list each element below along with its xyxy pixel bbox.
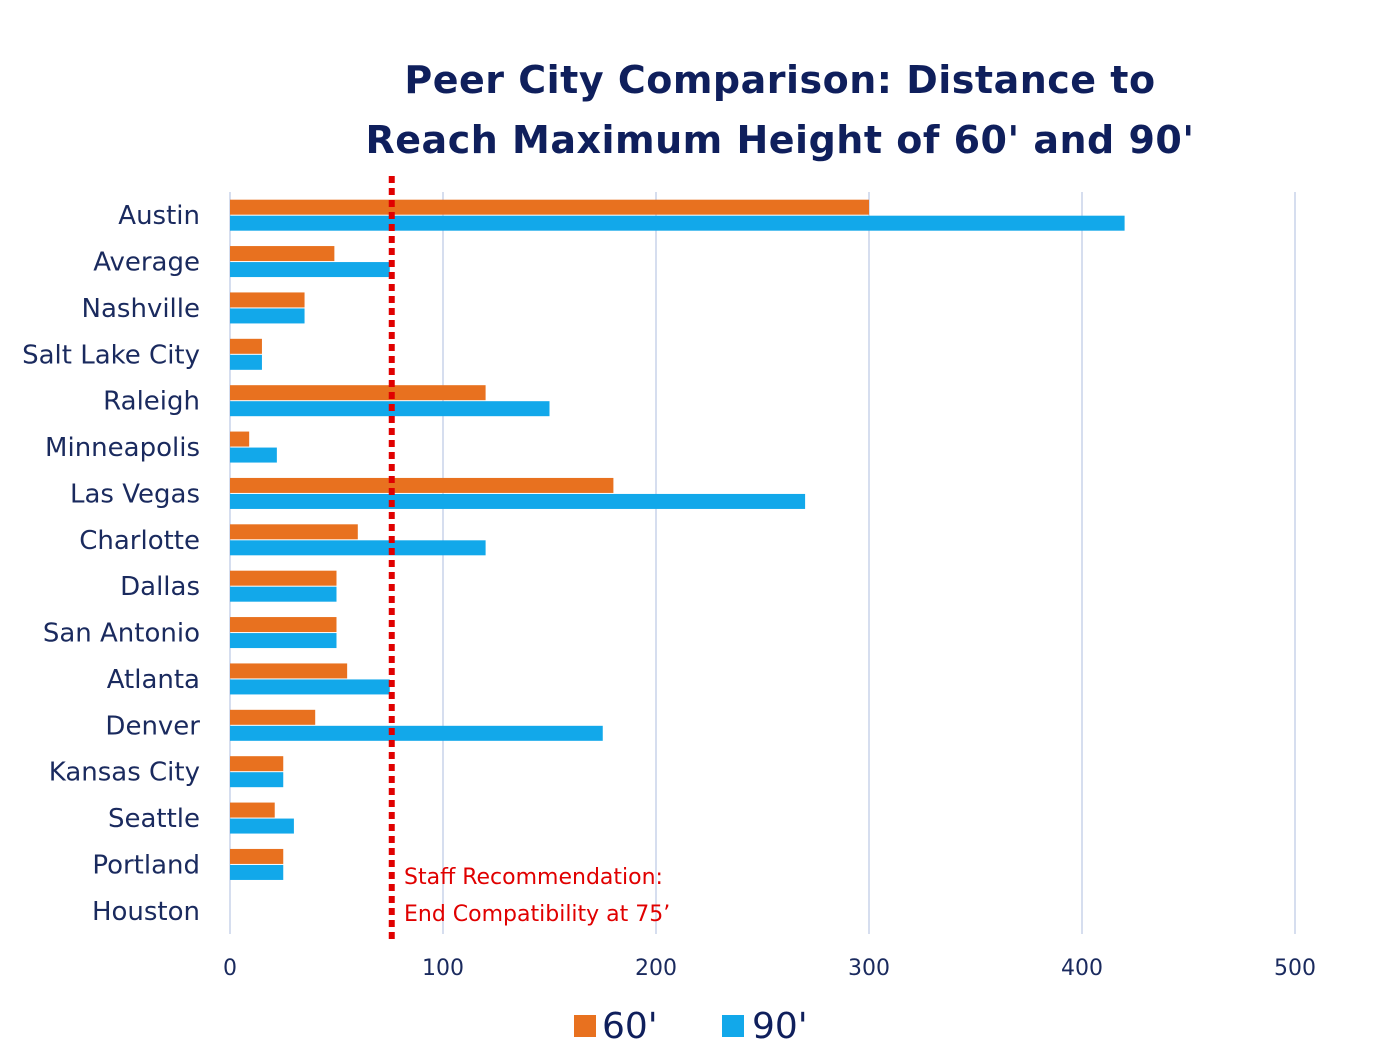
bars — [230, 199, 1125, 880]
legend-label-90: 90' — [752, 1006, 808, 1047]
bar-90-dallas — [230, 586, 337, 602]
legend-label-60: 60' — [602, 1006, 658, 1047]
bar-90-denver — [230, 725, 603, 741]
bar-60-las-vegas — [230, 477, 614, 493]
bar-60-kansas-city — [230, 756, 284, 772]
bar-60-charlotte — [230, 524, 358, 540]
bar-90-salt-lake-city — [230, 354, 262, 370]
y-tick-label: Raleigh — [103, 387, 200, 417]
bar-60-dallas — [230, 570, 337, 586]
bar-60-average — [230, 246, 335, 262]
y-tick-label: Salt Lake City — [22, 340, 200, 370]
bar-90-nashville — [230, 308, 305, 324]
legend: 60' 90' — [574, 1006, 808, 1047]
chart-title: Peer City Comparison: Distance to Reach … — [330, 50, 1230, 170]
bar-60-denver — [230, 709, 316, 725]
y-tick-label: Average — [93, 248, 200, 278]
bar-60-minneapolis — [230, 431, 250, 447]
x-tick-label: 0 — [223, 956, 237, 981]
y-axis-labels: Austin Average Nashville Salt Lake City Rale… — [22, 201, 200, 927]
y-tick-label: San Antonio — [43, 619, 200, 649]
y-tick-label: Atlanta — [107, 665, 200, 695]
y-tick-label: Seattle — [108, 804, 200, 834]
x-axis-labels: 0 100 200 300 400 500 — [223, 956, 1316, 981]
bar-60-atlanta — [230, 663, 348, 679]
bar-90-atlanta — [230, 679, 390, 695]
bar-90-seattle — [230, 818, 294, 834]
bar-90-portland — [230, 864, 284, 880]
y-tick-label: Charlotte — [79, 526, 200, 556]
legend-swatch-90 — [722, 1015, 744, 1037]
y-tick-label: Austin — [118, 201, 200, 231]
reference-label-line-2: End Compatibility at 75’ — [404, 902, 670, 927]
bar-90-minneapolis — [230, 447, 277, 463]
bar-60-austin — [230, 199, 869, 215]
bar-60-san-antonio — [230, 617, 337, 633]
chart-title-line-2: Reach Maximum Height of 60' and 90' — [365, 118, 1195, 162]
bar-90-average — [230, 262, 390, 278]
y-tick-label: Portland — [92, 850, 200, 880]
bar-60-portland — [230, 848, 284, 864]
bar-90-charlotte — [230, 540, 486, 556]
y-tick-label: Minneapolis — [45, 433, 200, 463]
reference-label-line-1: Staff Recommendation: — [404, 865, 663, 890]
legend-swatch-60 — [574, 1015, 596, 1037]
x-tick-label: 100 — [422, 956, 464, 981]
bar-90-austin — [230, 215, 1125, 231]
bar-90-san-antonio — [230, 633, 337, 649]
bar-60-seattle — [230, 802, 275, 818]
x-tick-label: 400 — [1061, 956, 1103, 981]
bar-60-raleigh — [230, 385, 486, 401]
chart-title-line-1: Peer City Comparison: Distance to — [404, 58, 1156, 102]
y-tick-label: Dallas — [120, 572, 200, 602]
y-tick-label: Denver — [105, 711, 200, 741]
bar-60-nashville — [230, 292, 305, 308]
x-tick-label: 200 — [635, 956, 677, 981]
y-tick-label: Las Vegas — [70, 479, 200, 509]
bar-60-salt-lake-city — [230, 338, 262, 354]
bar-90-kansas-city — [230, 772, 284, 788]
y-tick-label: Kansas City — [49, 758, 200, 788]
x-tick-label: 300 — [848, 956, 890, 981]
reference-line-group: Staff Recommendation: End Compatibility a… — [388, 176, 670, 942]
bar-90-las-vegas — [230, 493, 806, 509]
x-tick-label: 500 — [1274, 956, 1316, 981]
y-tick-label: Houston — [92, 897, 200, 927]
y-tick-label: Nashville — [82, 294, 200, 324]
